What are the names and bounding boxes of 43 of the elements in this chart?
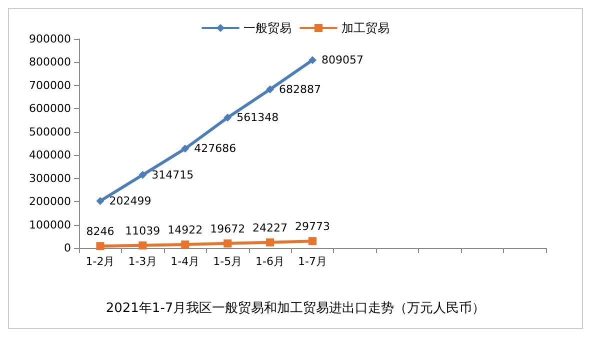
x-tick-label: 1-6月 [256, 255, 285, 268]
point [138, 241, 147, 250]
text: 2021年1-7月我区一般贸易和加工贸易进出口走势（万元人民币） [106, 301, 486, 316]
point [181, 240, 190, 249]
data-label: 19672 [210, 222, 246, 236]
point [138, 170, 147, 179]
y-tick-label: 800000 [29, 56, 71, 69]
point [96, 242, 104, 250]
data-label: 427686 [194, 142, 236, 156]
x-tick-label: 1-4月 [170, 255, 200, 268]
point [266, 85, 274, 94]
legend-label: 加工贸易 [342, 21, 390, 35]
y-tick-label: 200000 [29, 195, 71, 208]
x-tick-label: 1-3月 [128, 255, 158, 268]
y-tick-label: 700000 [29, 78, 71, 92]
data-label: 11039 [125, 224, 160, 238]
x-tick-label: 1-5月 [213, 255, 242, 268]
y-tick-label: 300000 [29, 172, 71, 185]
data-label: 682887 [279, 82, 322, 96]
data-label: 14922 [168, 224, 203, 237]
point [96, 196, 104, 205]
data-label: 561348 [236, 111, 279, 124]
y-tick-label: 500000 [29, 125, 71, 138]
point [308, 237, 316, 246]
y-tick-label: 600000 [29, 102, 71, 116]
y-tick-label: 100000 [29, 218, 71, 232]
y-tick-label: 0 [64, 242, 71, 254]
y-tick-label: 900000 [29, 32, 71, 46]
data-label: 24227 [252, 221, 288, 234]
x-tick-label: 1-2月 [86, 255, 115, 268]
data-label: 809057 [322, 54, 364, 67]
data-label: 29773 [295, 220, 330, 234]
legend-label: 一般贸易 [244, 21, 292, 35]
data-label: 8246 [86, 225, 114, 238]
data-label: 314715 [152, 168, 194, 182]
point [224, 239, 232, 248]
x-tick-label: 1-7月 [298, 255, 327, 268]
point [181, 144, 190, 153]
y-tick-label: 400000 [29, 148, 71, 162]
point [308, 56, 316, 64]
point [224, 114, 232, 122]
point [266, 238, 274, 246]
data-label: 202499 [109, 194, 152, 208]
